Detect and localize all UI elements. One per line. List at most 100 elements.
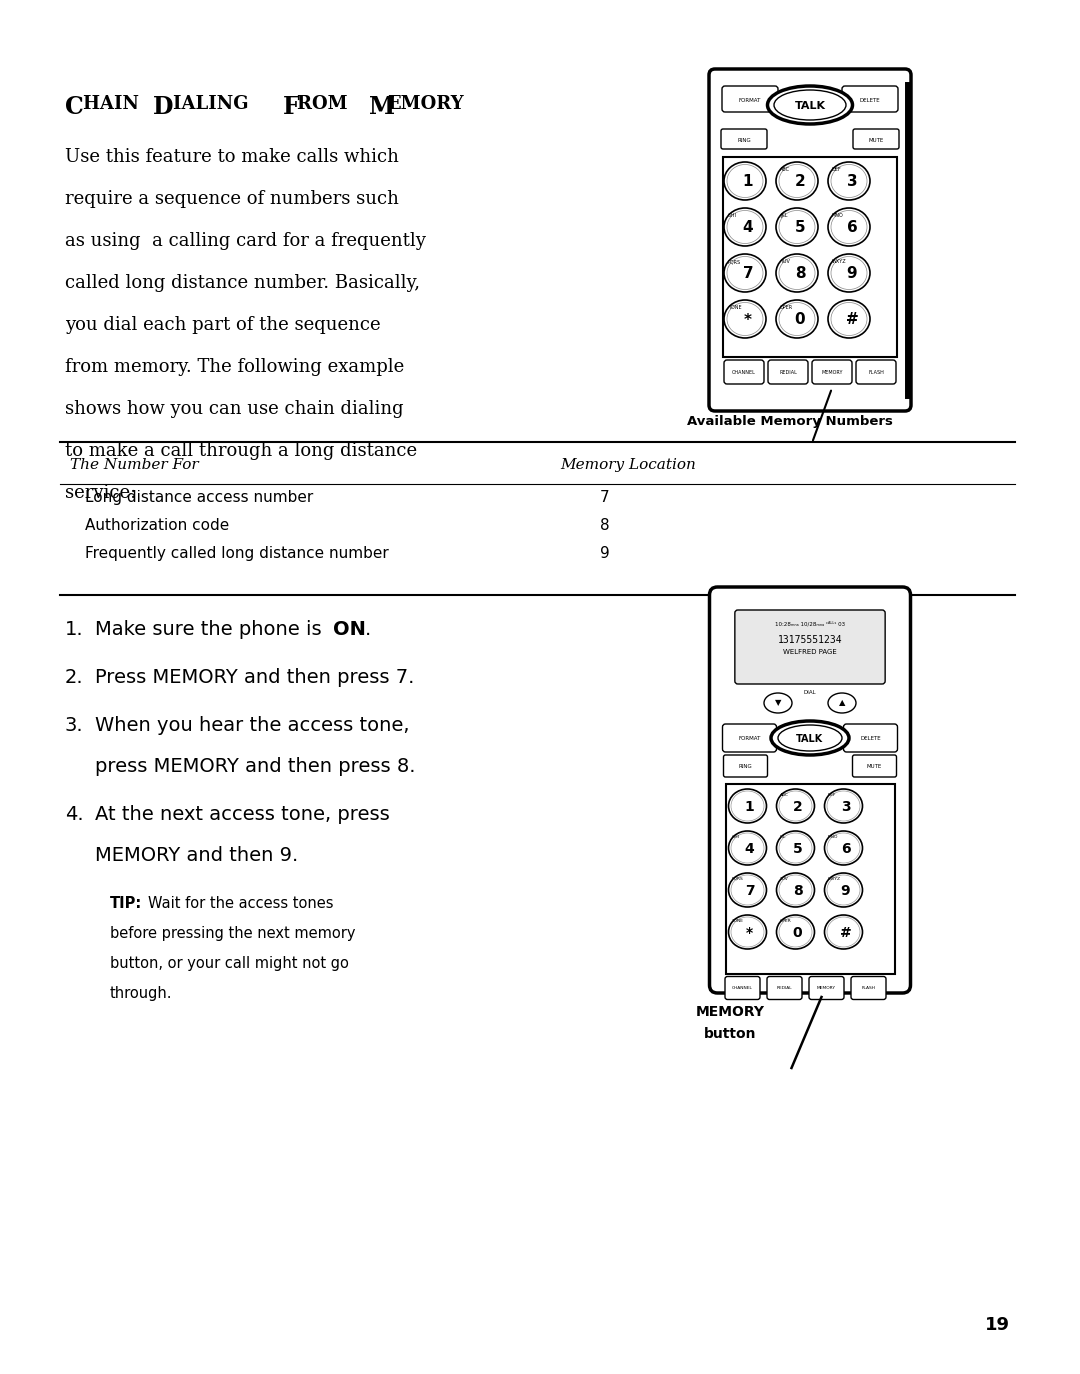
Text: Authorization code: Authorization code bbox=[85, 518, 229, 533]
Ellipse shape bbox=[774, 91, 846, 120]
Bar bbox=[723, 157, 897, 357]
Text: 0: 0 bbox=[793, 926, 802, 940]
Ellipse shape bbox=[729, 915, 767, 949]
Text: 7: 7 bbox=[600, 491, 609, 506]
Text: Available Memory Numbers: Available Memory Numbers bbox=[687, 415, 893, 427]
Text: RING: RING bbox=[738, 137, 751, 143]
Ellipse shape bbox=[828, 207, 870, 246]
Text: GHI: GHI bbox=[731, 835, 740, 840]
Bar bbox=[726, 785, 894, 974]
Text: 4: 4 bbox=[744, 842, 754, 856]
Text: D: D bbox=[153, 95, 174, 120]
Text: 7: 7 bbox=[745, 883, 754, 899]
Ellipse shape bbox=[729, 831, 767, 866]
Text: 8: 8 bbox=[600, 518, 609, 533]
Ellipse shape bbox=[779, 833, 812, 863]
Ellipse shape bbox=[831, 165, 867, 198]
Text: MNO: MNO bbox=[827, 835, 838, 840]
Text: FORMAT: FORMAT bbox=[739, 98, 761, 103]
Text: RING: RING bbox=[739, 764, 753, 768]
Ellipse shape bbox=[828, 692, 856, 713]
Ellipse shape bbox=[779, 916, 812, 947]
Text: PQRS: PQRS bbox=[731, 877, 743, 881]
Text: 9: 9 bbox=[847, 267, 858, 282]
Text: button: button bbox=[704, 1026, 756, 1041]
Text: 6: 6 bbox=[847, 220, 858, 235]
Text: ON: ON bbox=[333, 620, 366, 639]
Text: JKL: JKL bbox=[780, 213, 787, 218]
Text: JKL: JKL bbox=[780, 835, 786, 840]
Text: MEMORY: MEMORY bbox=[821, 371, 842, 375]
Ellipse shape bbox=[724, 300, 766, 338]
Ellipse shape bbox=[779, 257, 815, 290]
FancyBboxPatch shape bbox=[809, 977, 843, 999]
Text: 9: 9 bbox=[600, 545, 610, 561]
Text: MUTE: MUTE bbox=[868, 137, 883, 143]
FancyBboxPatch shape bbox=[721, 129, 767, 148]
Text: 3: 3 bbox=[847, 174, 858, 190]
Text: require a sequence of numbers such: require a sequence of numbers such bbox=[65, 190, 399, 207]
Ellipse shape bbox=[827, 791, 860, 822]
FancyBboxPatch shape bbox=[842, 87, 897, 113]
Text: TONE: TONE bbox=[731, 919, 743, 923]
Text: as using  a calling card for a frequently: as using a calling card for a frequently bbox=[65, 232, 426, 250]
Text: FLASH: FLASH bbox=[862, 987, 876, 991]
Text: ABC: ABC bbox=[780, 168, 789, 172]
Text: 9: 9 bbox=[840, 883, 850, 899]
Ellipse shape bbox=[828, 162, 870, 201]
Text: ABC: ABC bbox=[780, 793, 788, 797]
Text: TONE: TONE bbox=[728, 305, 742, 311]
FancyBboxPatch shape bbox=[812, 360, 852, 383]
Text: 5: 5 bbox=[795, 220, 806, 235]
Text: 8: 8 bbox=[795, 267, 806, 282]
Ellipse shape bbox=[777, 254, 818, 293]
Text: 5: 5 bbox=[793, 842, 802, 856]
Ellipse shape bbox=[727, 165, 762, 198]
Text: *: * bbox=[744, 312, 752, 327]
FancyBboxPatch shape bbox=[768, 360, 808, 383]
Text: OPER: OPER bbox=[780, 305, 793, 311]
Ellipse shape bbox=[777, 789, 814, 823]
Text: through.: through. bbox=[110, 987, 173, 1002]
Text: 6: 6 bbox=[840, 842, 850, 856]
Ellipse shape bbox=[731, 875, 764, 905]
Text: ROM: ROM bbox=[297, 95, 354, 113]
Text: #: # bbox=[846, 312, 859, 327]
FancyBboxPatch shape bbox=[724, 754, 768, 778]
Text: shows how you can use chain dialing: shows how you can use chain dialing bbox=[65, 400, 404, 418]
Text: 1: 1 bbox=[743, 174, 753, 190]
Text: button, or your call might not go: button, or your call might not go bbox=[110, 956, 349, 971]
Ellipse shape bbox=[827, 875, 860, 905]
Text: M: M bbox=[369, 95, 395, 120]
Text: MUTE: MUTE bbox=[867, 764, 882, 768]
Ellipse shape bbox=[779, 165, 815, 198]
Text: CHANNEL: CHANNEL bbox=[732, 987, 753, 991]
Text: MEMORY: MEMORY bbox=[816, 987, 836, 991]
Ellipse shape bbox=[831, 302, 867, 335]
Text: 8: 8 bbox=[793, 883, 802, 899]
Ellipse shape bbox=[779, 791, 812, 822]
Ellipse shape bbox=[777, 162, 818, 201]
Text: DELETE: DELETE bbox=[860, 735, 881, 741]
Ellipse shape bbox=[827, 833, 860, 863]
Text: 3.: 3. bbox=[65, 716, 83, 735]
Text: DEF: DEF bbox=[827, 793, 836, 797]
Ellipse shape bbox=[831, 257, 867, 290]
Ellipse shape bbox=[771, 721, 849, 754]
Text: 10:28ₘₙₐ 10/28ₘₙₐ ᶜᴬᴸᴸˢ 03: 10:28ₘₙₐ 10/28ₘₙₐ ᶜᴬᴸᴸˢ 03 bbox=[775, 621, 845, 627]
Text: .: . bbox=[365, 620, 372, 639]
Text: 2.: 2. bbox=[65, 668, 83, 687]
Text: FORMAT: FORMAT bbox=[739, 735, 760, 741]
Text: Make sure the phone is: Make sure the phone is bbox=[95, 620, 328, 639]
Text: TALK: TALK bbox=[795, 102, 825, 111]
Text: called long distance number. Basically,: called long distance number. Basically, bbox=[65, 273, 420, 293]
Text: F: F bbox=[283, 95, 300, 120]
Text: PQRS: PQRS bbox=[728, 260, 741, 264]
FancyBboxPatch shape bbox=[723, 87, 778, 113]
FancyBboxPatch shape bbox=[852, 754, 896, 778]
Text: Press MEMORY and then press 7.: Press MEMORY and then press 7. bbox=[95, 668, 415, 687]
Ellipse shape bbox=[777, 831, 814, 866]
Text: Wait for the access tones: Wait for the access tones bbox=[148, 896, 334, 911]
Ellipse shape bbox=[777, 915, 814, 949]
Ellipse shape bbox=[779, 210, 815, 243]
